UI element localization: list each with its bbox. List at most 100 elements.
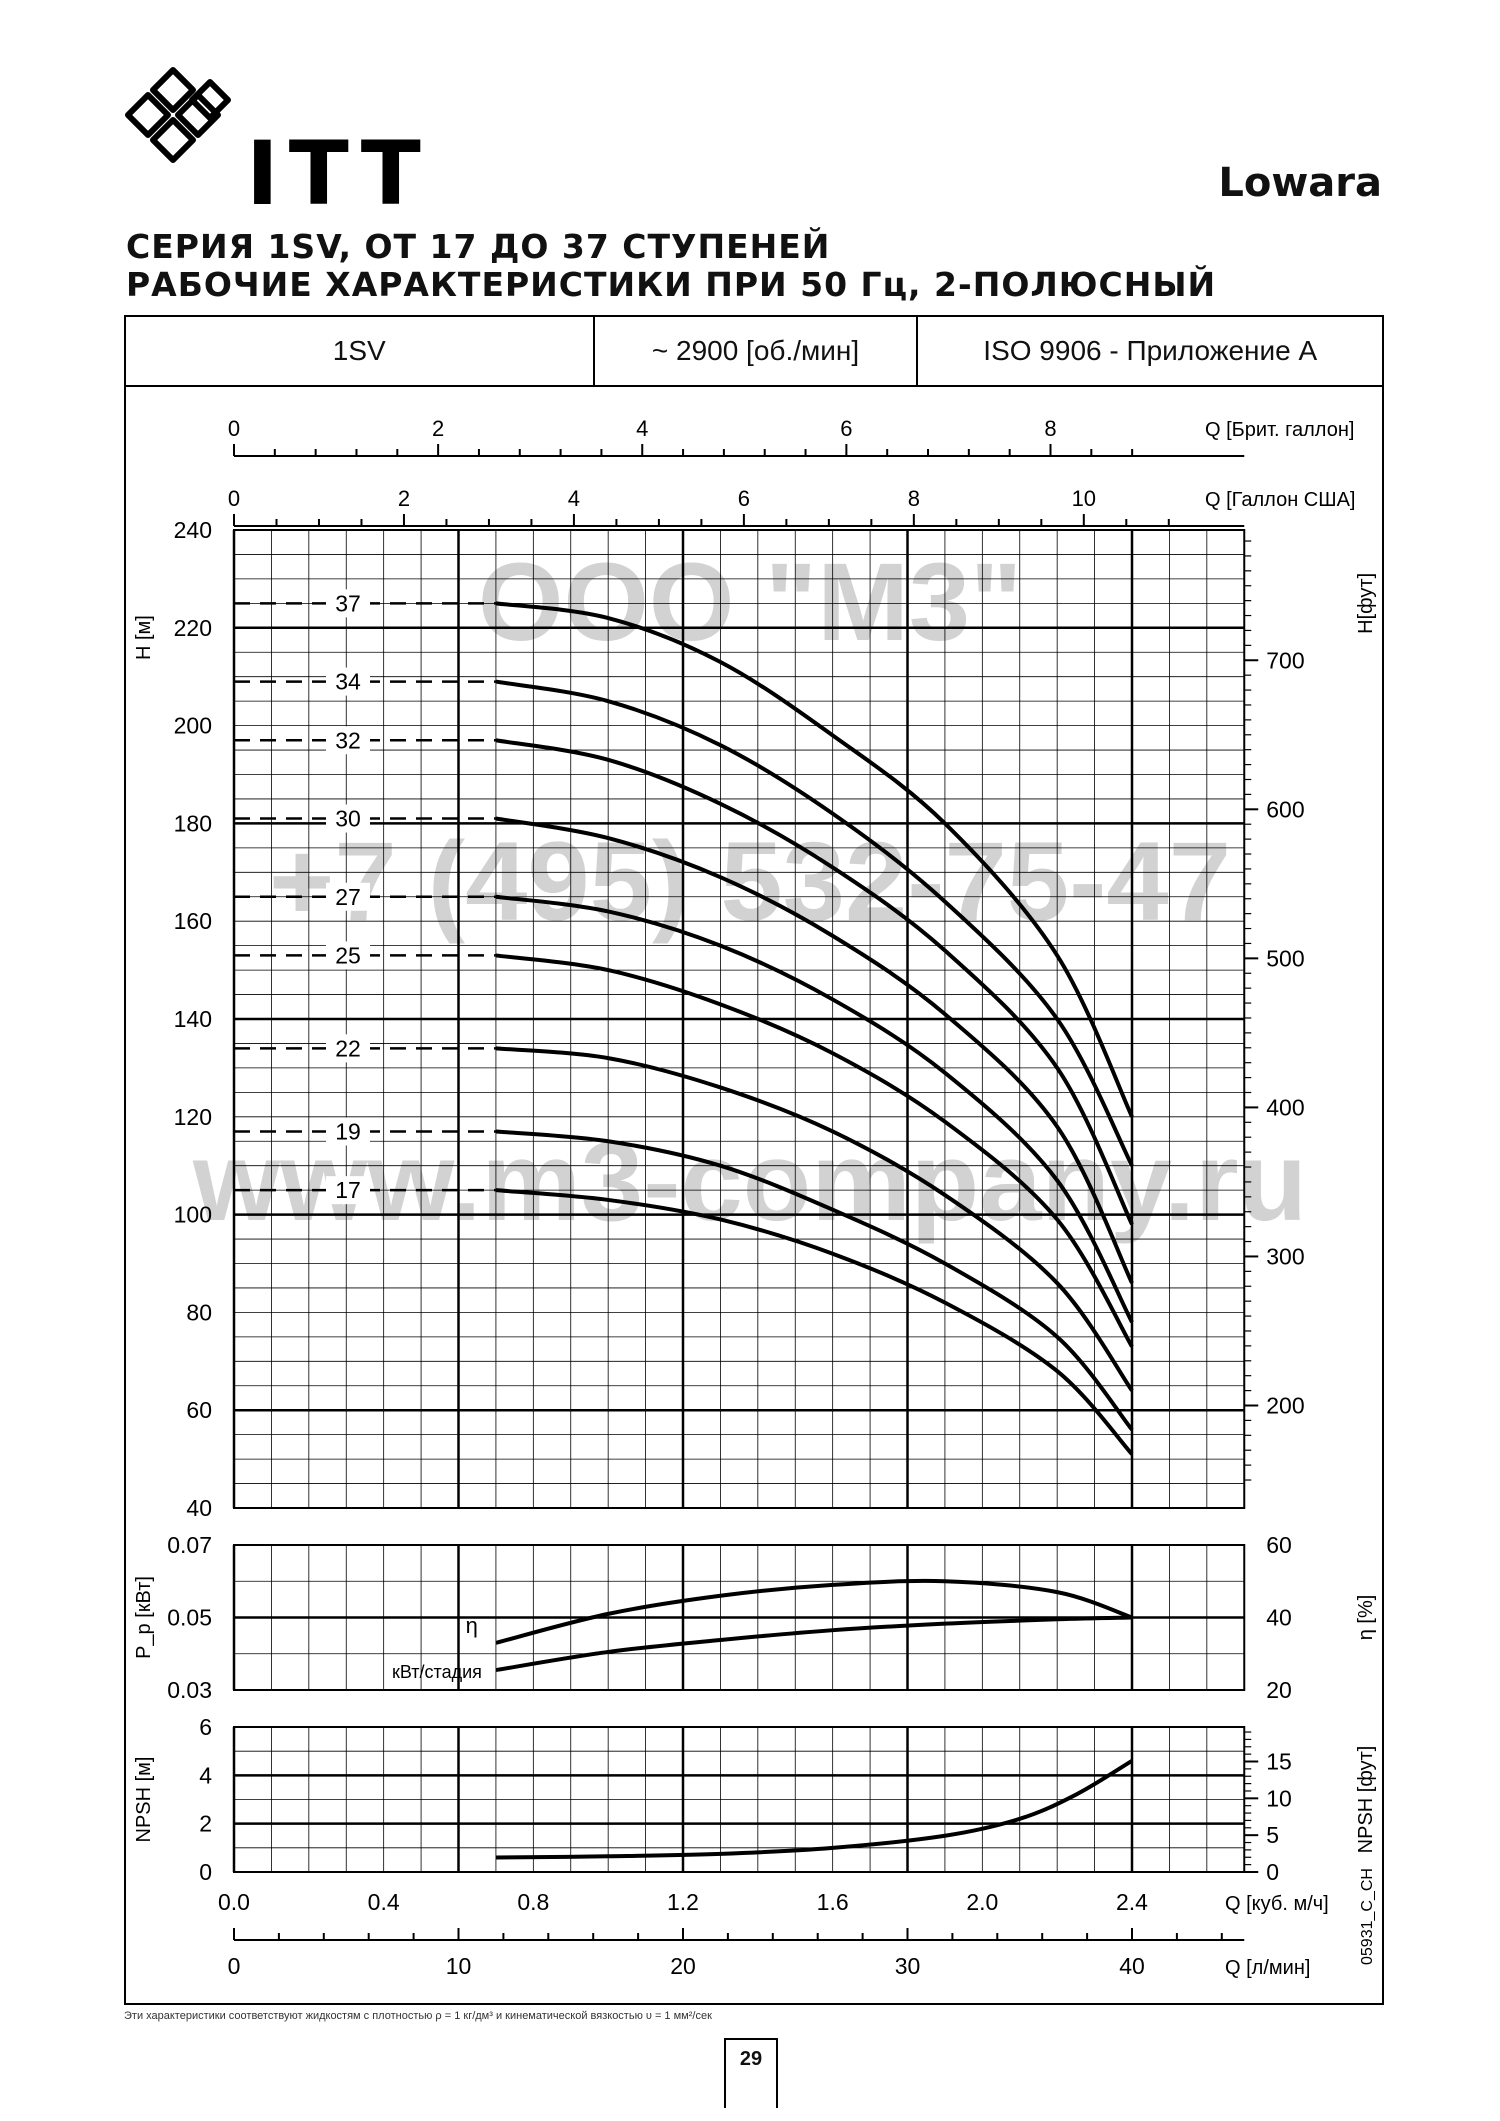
- pe-ylabel-left: P_p [кВт]: [133, 1576, 155, 1659]
- npsh-ytick-left: 2: [199, 1811, 212, 1837]
- npsh-ytick-right: 5: [1266, 1822, 1279, 1848]
- axis-m3h-tick-label: 2.4: [1116, 1889, 1148, 1915]
- head-ylabel-left: H [м]: [133, 615, 155, 660]
- watermark-company: ООО "М3": [478, 541, 1022, 664]
- axis-m3h-label: Q [куб. м/ч]: [1225, 1893, 1329, 1915]
- npsh-ytick-right: 15: [1266, 1749, 1292, 1775]
- head-curve-label-17: 17: [335, 1177, 361, 1203]
- head-curve-19: [495, 1129, 1134, 1432]
- npsh-curve: [495, 1759, 1134, 1860]
- axis-m3h-tick-label: 1.6: [817, 1889, 849, 1915]
- axis-brit-gallon-tick-label: 2: [432, 416, 444, 441]
- head-curve-label-34: 34: [335, 669, 361, 695]
- pe-ytick-left: 0.07: [167, 1532, 212, 1558]
- head-curve-label-37: 37: [335, 590, 361, 616]
- pe-label-power: кВт/стадия: [392, 1662, 482, 1682]
- axis-us-gallon-tick-label: 10: [1072, 486, 1096, 511]
- head-curve-label-bg: [326, 804, 370, 833]
- head-curve-label-bg: [326, 667, 370, 696]
- head-curve-label-25: 25: [335, 942, 361, 968]
- head-ytick-right: 500: [1266, 945, 1304, 971]
- axis-lmin-tick-label: 30: [895, 1953, 921, 1979]
- head-ytick-right: 200: [1266, 1393, 1304, 1419]
- axis-brit-gallon-tick-label: 8: [1044, 416, 1056, 441]
- axis-lmin-tick-label: 10: [446, 1953, 472, 1979]
- axis-m3h-tick-label: 1.2: [667, 1889, 699, 1915]
- head-curve-22: [495, 1046, 1134, 1392]
- head-curve-32: [495, 738, 1134, 1226]
- head-ytick-left: 240: [174, 517, 212, 543]
- npsh-ytick-left: 6: [199, 1714, 212, 1740]
- head-ytick-left: 220: [174, 615, 212, 641]
- head-panel-border: [233, 529, 1246, 1509]
- pe-ytick-right: 20: [1266, 1677, 1292, 1703]
- axis-brit-gallon-tick-label: 0: [228, 416, 240, 441]
- page-titles: СЕРИЯ 1SV, ОТ 17 ДО 37 СТУПЕНЕЙ РАБОЧИЕ …: [126, 228, 1216, 304]
- head-ytick-left: 200: [174, 713, 212, 739]
- axis-brit-gallon-tick-label: 4: [636, 416, 648, 441]
- npsh-ytick-right: 0: [1266, 1859, 1279, 1885]
- title-line-1: СЕРИЯ 1SV, ОТ 17 ДО 37 СТУПЕНЕЙ: [126, 227, 831, 266]
- info-speed: ~ 2900 [об./мин]: [595, 317, 919, 385]
- pe-panel-border: [233, 1544, 1246, 1691]
- axis-m3h-tick-label: 2.0: [966, 1889, 998, 1915]
- head-curve-label-22: 22: [335, 1035, 361, 1061]
- axis-m3h-tick-label: 0.8: [517, 1889, 549, 1915]
- info-row: 1SV ~ 2900 [об./мин] ISO 9906 - Приложен…: [124, 315, 1384, 387]
- axis-lmin-label: Q [л/мин]: [1225, 1957, 1310, 1979]
- head-curve-34: [495, 679, 1134, 1167]
- npsh-ytick-left: 0: [199, 1859, 212, 1885]
- axis-m3h-tick-label: 0.4: [368, 1889, 400, 1915]
- itt-logo-mark: [125, 67, 231, 163]
- info-model: 1SV: [126, 317, 595, 385]
- head-ytick-left: 140: [174, 1006, 212, 1032]
- head-ytick-right: 300: [1266, 1243, 1304, 1269]
- axis-us-gallon-tick-label: 0: [228, 486, 240, 511]
- axis-us-gallon-tick-label: 4: [568, 486, 580, 511]
- pe-label-efficiency: η: [466, 1613, 478, 1638]
- head-ytick-left: 80: [186, 1299, 212, 1325]
- head-curve-label-30: 30: [335, 806, 361, 832]
- npsh-ylabel-right: NPSH [фут]: [1355, 1746, 1377, 1854]
- axis-brit-gallon-label: Q [Брит. галлон]: [1205, 419, 1354, 441]
- head-curve-25: [495, 953, 1134, 1348]
- head-curve-label-bg: [326, 882, 370, 911]
- head-ytick-left: 120: [174, 1104, 212, 1130]
- pe-ytick-left: 0.05: [167, 1605, 212, 1631]
- npsh-ytick-left: 4: [199, 1762, 212, 1788]
- head-curve-label-32: 32: [335, 727, 361, 753]
- head-ytick-left: 100: [174, 1202, 212, 1228]
- info-standard: ISO 9906 - Приложение A: [983, 335, 1318, 366]
- axis-us-gallon-tick-label: 2: [398, 486, 410, 511]
- npsh-ytick-right: 10: [1266, 1785, 1292, 1811]
- pe-ylabel-right: η [%]: [1355, 1595, 1377, 1641]
- itt-logo: ITT: [125, 67, 428, 212]
- head-curve-37: [495, 601, 1134, 1118]
- itt-logo-text: ITT: [246, 122, 428, 212]
- axis-us-gallon-label: Q [Галлон США]: [1205, 489, 1355, 511]
- axis-brit-gallon-tick-label: 6: [840, 416, 852, 441]
- axis-us-gallon-tick-label: 8: [908, 486, 920, 511]
- pe-ytick-right: 60: [1266, 1532, 1292, 1558]
- title-line-2: РАБОЧИЕ ХАРАКТЕРИСТИКИ ПРИ 50 Гц, 2-ПОЛЮ…: [126, 265, 1217, 304]
- pe-ytick-left: 0.03: [167, 1677, 212, 1703]
- axis-m3h-tick-label: 0.0: [218, 1889, 250, 1915]
- axis-lmin-tick-label: 40: [1119, 1953, 1145, 1979]
- head-curve-27: [495, 894, 1134, 1324]
- page-number: 29: [724, 2038, 778, 2108]
- head-curve-label-bg: [326, 589, 370, 618]
- head-ytick-right: 600: [1266, 796, 1304, 822]
- head-ylabel-right: H[фут]: [1355, 573, 1377, 634]
- brand-name: Lowara: [1218, 160, 1382, 206]
- head-ytick-right: 400: [1266, 1094, 1304, 1120]
- head-curve-30: [495, 816, 1134, 1284]
- npsh-ylabel-left: NPSH [м]: [133, 1757, 155, 1843]
- axis-lmin-tick-label: 0: [228, 1953, 241, 1979]
- watermark-phone: +7 (495) 532-75-47: [269, 819, 1231, 944]
- head-ytick-left: 40: [186, 1495, 212, 1521]
- axis-lmin-tick-label: 20: [670, 1953, 696, 1979]
- head-curve-label-bg: [326, 1034, 370, 1063]
- head-curve-label-bg: [326, 941, 370, 970]
- head-curve-label-19: 19: [335, 1118, 361, 1144]
